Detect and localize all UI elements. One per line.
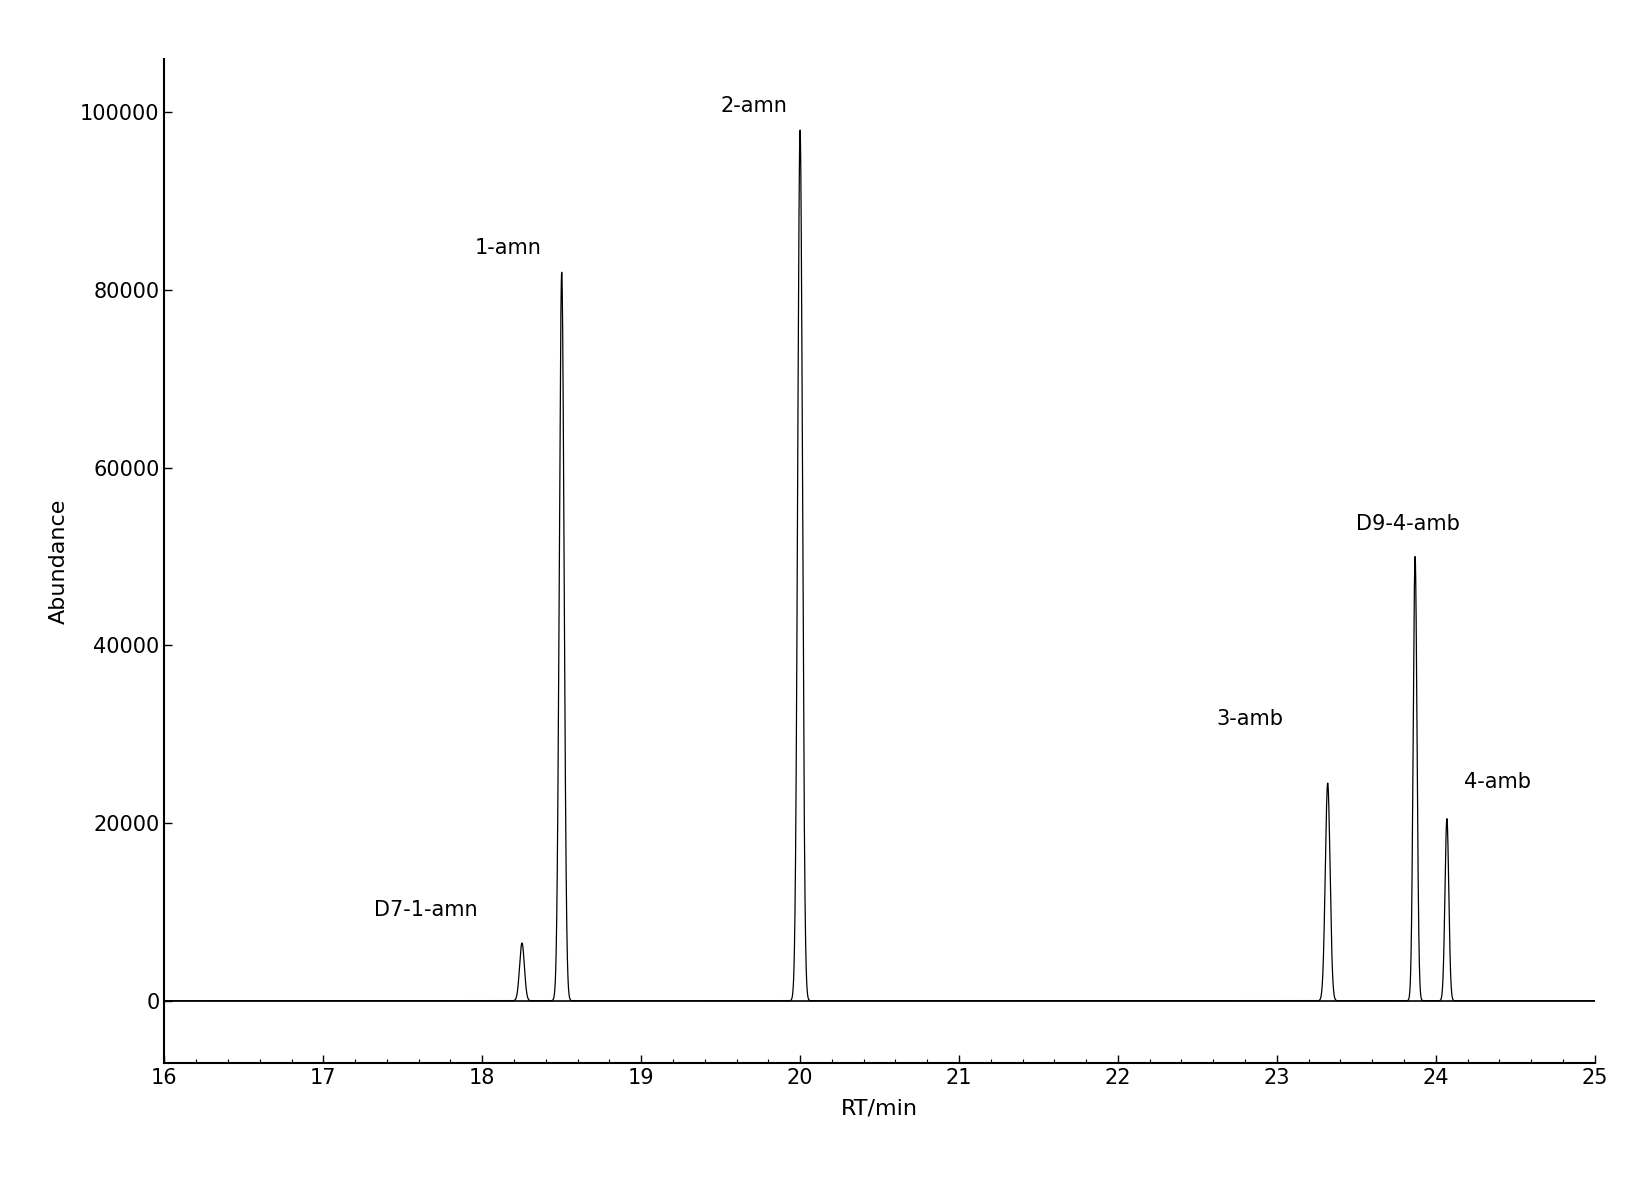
Text: 4-amb: 4-amb — [1465, 771, 1531, 791]
Text: D9-4-amb: D9-4-amb — [1356, 514, 1460, 534]
Y-axis label: Abundance: Abundance — [49, 498, 69, 624]
Text: D7-1-amn: D7-1-amn — [375, 900, 478, 920]
Text: 1-amn: 1-amn — [473, 239, 541, 259]
Text: 2-amn: 2-amn — [720, 97, 787, 117]
X-axis label: RT/min: RT/min — [842, 1098, 917, 1118]
Text: 3-amb: 3-amb — [1217, 710, 1284, 730]
